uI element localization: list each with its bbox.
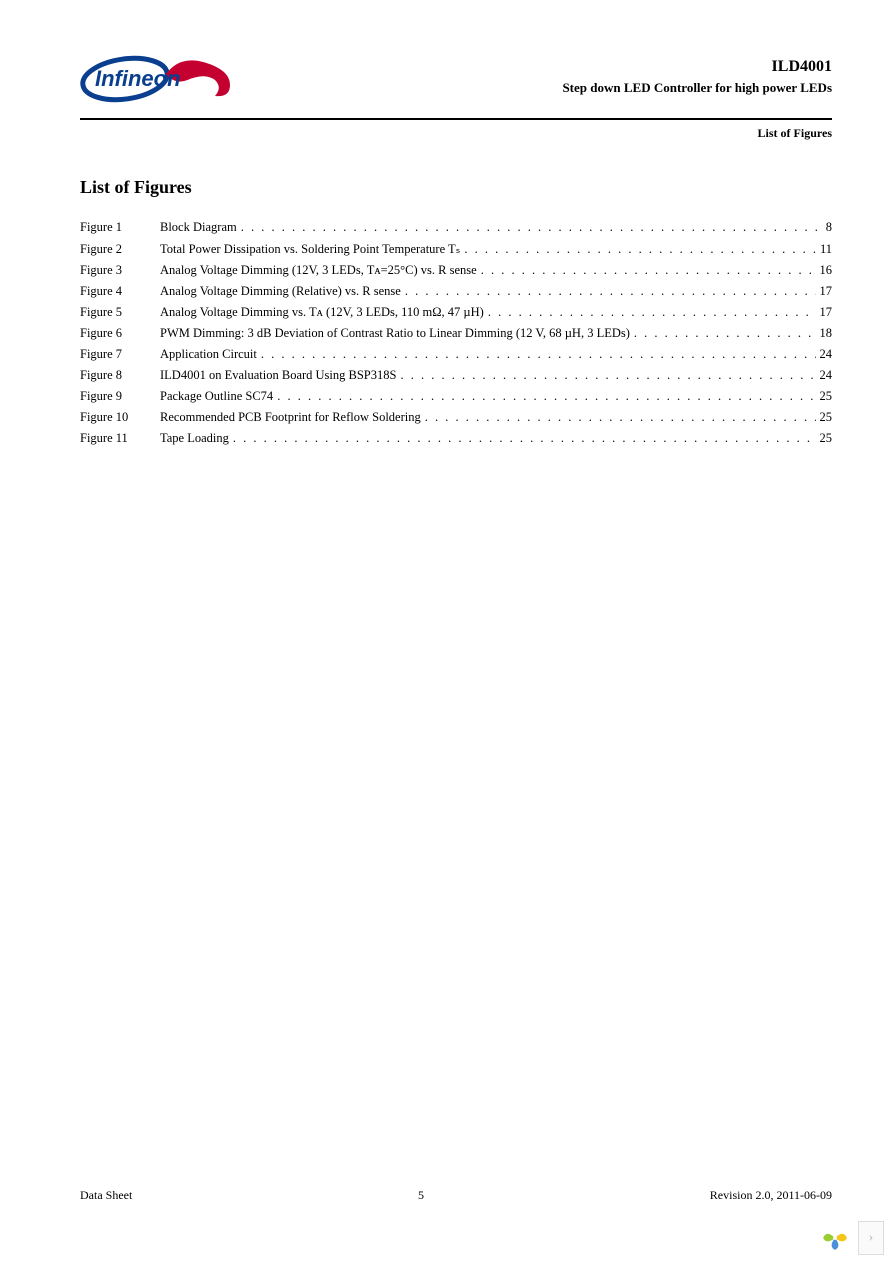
figure-label: Figure 4 xyxy=(80,284,160,299)
list-item: Figure 7 Application Circuit 24 xyxy=(80,347,832,362)
pinwheel-icon[interactable] xyxy=(818,1221,852,1255)
list-item: Figure 2 Total Power Dissipation vs. Sol… xyxy=(80,241,832,257)
figure-page: 24 xyxy=(816,368,833,383)
leader-dots xyxy=(257,347,816,362)
list-of-figures: Figure 1 Block Diagram 8 Figure 2 Total … xyxy=(80,220,832,446)
svg-text:Infineon: Infineon xyxy=(95,66,181,91)
product-code: ILD4001 xyxy=(562,58,832,76)
leader-dots xyxy=(477,263,816,278)
page-footer: Data Sheet 5 Revision 2.0, 2011-06-09 xyxy=(80,1188,832,1203)
list-item: Figure 9 Package Outline SC74 25 xyxy=(80,389,832,404)
leader-dots xyxy=(421,410,816,425)
leader-dots xyxy=(630,326,816,341)
figure-title: Analog Voltage Dimming vs. Tᴀ (12V, 3 LE… xyxy=(160,305,484,320)
leader-dots xyxy=(484,305,816,320)
figure-label: Figure 6 xyxy=(80,326,160,341)
section-label: List of Figures xyxy=(80,126,832,141)
next-page-button[interactable]: › xyxy=(858,1221,884,1255)
figure-label: Figure 9 xyxy=(80,389,160,404)
page-header: Infineon ILD4001 Step down LED Controlle… xyxy=(80,50,832,120)
leader-dots xyxy=(229,431,816,446)
figure-page: 25 xyxy=(816,410,833,425)
list-item: Figure 3 Analog Voltage Dimming (12V, 3 … xyxy=(80,263,832,278)
chevron-right-icon: › xyxy=(869,1230,874,1246)
figure-title: Application Circuit xyxy=(160,347,257,362)
figure-page: 8 xyxy=(822,220,832,235)
header-right: ILD4001 Step down LED Controller for hig… xyxy=(562,50,832,96)
figure-title: Block Diagram xyxy=(160,220,237,235)
figure-title: Tape Loading xyxy=(160,431,229,446)
list-item: Figure 6 PWM Dimming: 3 dB Deviation of … xyxy=(80,326,832,341)
figure-title: Analog Voltage Dimming (Relative) vs. R … xyxy=(160,284,401,299)
figure-label: Figure 1 xyxy=(80,220,160,235)
figure-label: Figure 3 xyxy=(80,263,160,278)
list-item: Figure 4 Analog Voltage Dimming (Relativ… xyxy=(80,284,832,299)
list-item: Figure 11 Tape Loading 25 xyxy=(80,431,832,446)
list-item: Figure 8 ILD4001 on Evaluation Board Usi… xyxy=(80,368,832,383)
product-description: Step down LED Controller for high power … xyxy=(562,80,832,96)
figure-title: PWM Dimming: 3 dB Deviation of Contrast … xyxy=(160,326,630,341)
figure-title: Total Power Dissipation vs. Soldering Po… xyxy=(160,241,460,257)
leader-dots xyxy=(237,220,822,235)
leader-dots xyxy=(396,368,815,383)
figure-title: Recommended PCB Footprint for Reflow Sol… xyxy=(160,410,421,425)
figure-page: 24 xyxy=(816,347,833,362)
figure-page: 25 xyxy=(816,431,833,446)
figure-page: 16 xyxy=(816,263,833,278)
figure-label: Figure 7 xyxy=(80,347,160,362)
figure-title: ILD4001 on Evaluation Board Using BSP318… xyxy=(160,368,396,383)
figure-page: 17 xyxy=(816,284,833,299)
leader-dots xyxy=(273,389,815,404)
footer-left: Data Sheet xyxy=(80,1188,132,1203)
figure-label: Figure 2 xyxy=(80,242,160,257)
footer-revision: Revision 2.0, 2011-06-09 xyxy=(710,1188,832,1203)
logo: Infineon xyxy=(80,50,250,110)
figure-page: 17 xyxy=(816,305,833,320)
list-item: Figure 5 Analog Voltage Dimming vs. Tᴀ (… xyxy=(80,305,832,320)
figure-title: Package Outline SC74 xyxy=(160,389,273,404)
figure-label: Figure 10 xyxy=(80,410,160,425)
leader-dots xyxy=(460,242,816,257)
viewer-controls: › xyxy=(818,1221,884,1255)
list-item: Figure 1 Block Diagram 8 xyxy=(80,220,832,235)
figure-label: Figure 11 xyxy=(80,431,160,446)
infineon-logo-icon: Infineon xyxy=(80,50,250,110)
figure-page: 11 xyxy=(816,242,832,257)
footer-page-number: 5 xyxy=(418,1188,424,1203)
figure-label: Figure 5 xyxy=(80,305,160,320)
figure-title: Analog Voltage Dimming (12V, 3 LEDs, Tᴀ=… xyxy=(160,263,477,278)
figure-page: 25 xyxy=(816,389,833,404)
figure-page: 18 xyxy=(816,326,833,341)
leader-dots xyxy=(401,284,816,299)
page-title: List of Figures xyxy=(80,177,832,198)
figure-label: Figure 8 xyxy=(80,368,160,383)
list-item: Figure 10 Recommended PCB Footprint for … xyxy=(80,410,832,425)
